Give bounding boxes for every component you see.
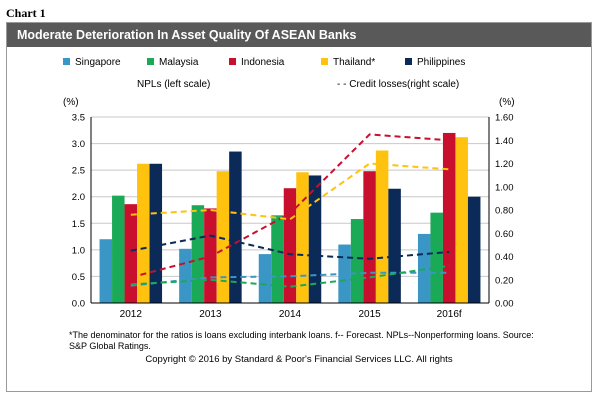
right-tick-label: 0.40	[495, 252, 514, 263]
legend-label-indonesia: Indonesia	[241, 57, 285, 68]
bar-singapore	[179, 248, 192, 303]
bar-philippines	[388, 188, 401, 303]
bar-philippines	[308, 175, 322, 303]
right-axis-label: - - Credit losses(right scale)	[337, 79, 459, 90]
bar-indonesia	[124, 204, 138, 303]
chart-frame: Moderate Deterioration In Asset Quality …	[6, 22, 592, 392]
legend-swatch-indonesia	[229, 58, 236, 65]
left-tick-label: 1.5	[72, 219, 85, 230]
chart-title: Moderate Deterioration In Asset Quality …	[7, 23, 591, 47]
right-tick-label: 0.20	[495, 275, 514, 286]
credit-loss-line-singapore	[130, 271, 450, 287]
legend-label-singapore: Singapore	[75, 57, 121, 68]
legend-label-malaysia: Malaysia	[159, 57, 199, 68]
legend-label-philippines: Philippines	[417, 57, 465, 68]
legend-swatch-philippines	[405, 58, 412, 65]
bar-thailand	[137, 163, 150, 303]
bar-thailand	[216, 171, 230, 303]
category-label: 2014	[279, 309, 302, 320]
category-label: 2015	[358, 309, 381, 320]
legend-label-thailand: Thailand*	[333, 57, 375, 68]
right-tick-label: 0.80	[495, 206, 514, 217]
bar-philippines	[229, 151, 242, 303]
left-tick-label: 2.5	[72, 166, 85, 177]
footnote: *The denominator for the ratios is loans…	[69, 330, 534, 351]
right-tick-label: 1.00	[495, 182, 514, 193]
bar-malaysia	[350, 219, 364, 303]
left-tick-label: 3.0	[72, 139, 85, 150]
right-tick-label: 0.00	[495, 299, 514, 310]
bar-thailand	[296, 172, 309, 303]
bar-philippines	[467, 196, 481, 303]
bar-malaysia	[430, 212, 443, 303]
left-tick-label: 0.5	[72, 272, 85, 283]
bar-malaysia	[271, 215, 284, 303]
left-tick-label: 1.0	[72, 245, 85, 256]
bar-thailand	[375, 150, 389, 303]
bar-singapore	[99, 239, 113, 303]
right-tick-label: 1.60	[495, 113, 514, 124]
chart-svg: Singapore Malaysia Indonesia Thailand* Phili…	[63, 57, 515, 320]
bar-thailand	[455, 137, 468, 303]
credit-loss-line-malaysia	[130, 264, 450, 288]
left-axis-label: NPLs (left scale)	[137, 79, 210, 90]
credit-loss-line-thailand	[130, 162, 450, 221]
credit-loss-line-philippines	[130, 234, 450, 260]
category-label: 2013	[199, 309, 222, 320]
right-tick-label: 1.40	[495, 136, 514, 147]
left-tick-label: 2.0	[72, 192, 85, 203]
category-label: 2016f	[437, 309, 462, 320]
credit-loss-line-indonesia	[130, 133, 450, 279]
legend-swatch-singapore	[63, 58, 70, 65]
right-unit: (%)	[499, 97, 515, 108]
copyright: Copyright © 2016 by Standard & Poor's Fi…	[145, 354, 453, 365]
bar-indonesia	[363, 171, 376, 303]
bar-philippines	[149, 163, 163, 303]
left-tick-label: 3.5	[72, 113, 85, 124]
left-tick-label: 0.0	[72, 299, 85, 310]
bar-malaysia	[191, 205, 205, 303]
legend-swatch-malaysia	[147, 58, 154, 65]
right-tick-label: 0.60	[495, 229, 514, 240]
right-tick-label: 1.20	[495, 159, 514, 170]
category-label: 2012	[120, 309, 143, 320]
legend-swatch-thailand	[321, 58, 328, 65]
bar-singapore	[258, 254, 272, 303]
bar-malaysia	[112, 195, 125, 303]
chart-label: Chart 1	[6, 6, 46, 20]
left-unit: (%)	[63, 97, 79, 108]
bar-indonesia	[442, 132, 456, 303]
